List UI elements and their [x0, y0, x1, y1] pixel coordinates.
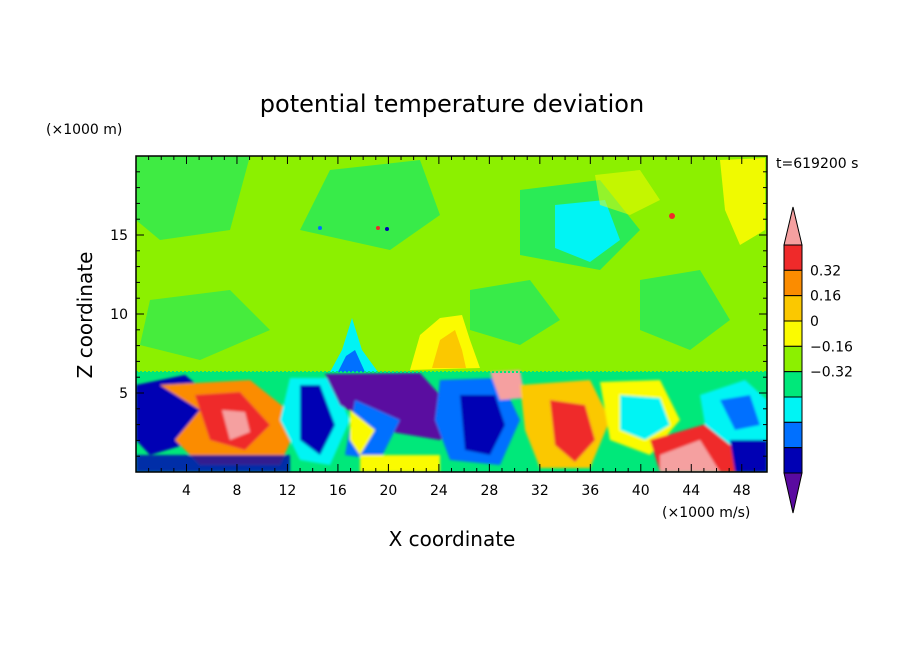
- colorbar-segment: [783, 269, 803, 297]
- colorbar-top-arrow: [783, 206, 803, 246]
- colorbar-segment: [783, 371, 803, 398]
- x-tick-label: 28: [480, 483, 498, 499]
- colorbar-segment: [783, 447, 803, 474]
- colorbar: 0.32 0.16 0 −0.16 −0.32: [783, 206, 853, 514]
- colorbar-segment: [783, 345, 803, 373]
- y-tick-label: 10: [110, 307, 128, 323]
- colorbar-bottom-arrow: [783, 472, 803, 514]
- x-tick-label: 40: [632, 483, 650, 499]
- x-tick-label: 4: [182, 483, 191, 499]
- colorbar-label: 0.32: [810, 263, 841, 279]
- x-tick-label: 16: [329, 483, 347, 499]
- colorbar-label: −0.32: [810, 365, 853, 381]
- x-tick-label: 36: [581, 483, 599, 499]
- colorbar-segment: [783, 421, 803, 449]
- x-tick-label: 24: [430, 483, 448, 499]
- x-tick-label: 48: [733, 483, 751, 499]
- x-unit-label: (×1000 m/s): [662, 505, 750, 521]
- x-tick-label: 44: [682, 483, 700, 499]
- colorbar-segment: [783, 396, 803, 423]
- x-tick-label: 32: [531, 483, 549, 499]
- x-tick-label: 20: [379, 483, 397, 499]
- y-axis: 5 10 15: [110, 155, 767, 473]
- colorbar-segment: [783, 295, 803, 322]
- plot-area: [136, 156, 767, 472]
- y-tick-label: 15: [110, 228, 128, 244]
- y-tick-label: 5: [119, 386, 128, 402]
- colorbar-label: 0.16: [810, 289, 841, 305]
- time-label: t=619200 s: [776, 156, 858, 172]
- x-axis-label: X coordinate: [389, 527, 516, 551]
- upper-layer-features: [136, 156, 765, 372]
- colorbar-segment: [783, 320, 803, 347]
- y-unit-label: (×1000 m): [46, 122, 122, 138]
- lower-layer-features: [136, 370, 767, 472]
- colorbar-label: 0: [810, 314, 819, 330]
- x-tick-label: 12: [279, 483, 297, 499]
- x-axis: 4 8 12 16 20 24 28 32 36 40 44 48: [135, 156, 768, 499]
- chart-title: potential temperature deviation: [260, 90, 644, 118]
- colorbar-segment: [783, 244, 803, 271]
- x-tick-label: 8: [232, 483, 241, 499]
- y-axis-label: Z coordinate: [73, 252, 97, 379]
- colorbar-label: −0.16: [810, 339, 853, 355]
